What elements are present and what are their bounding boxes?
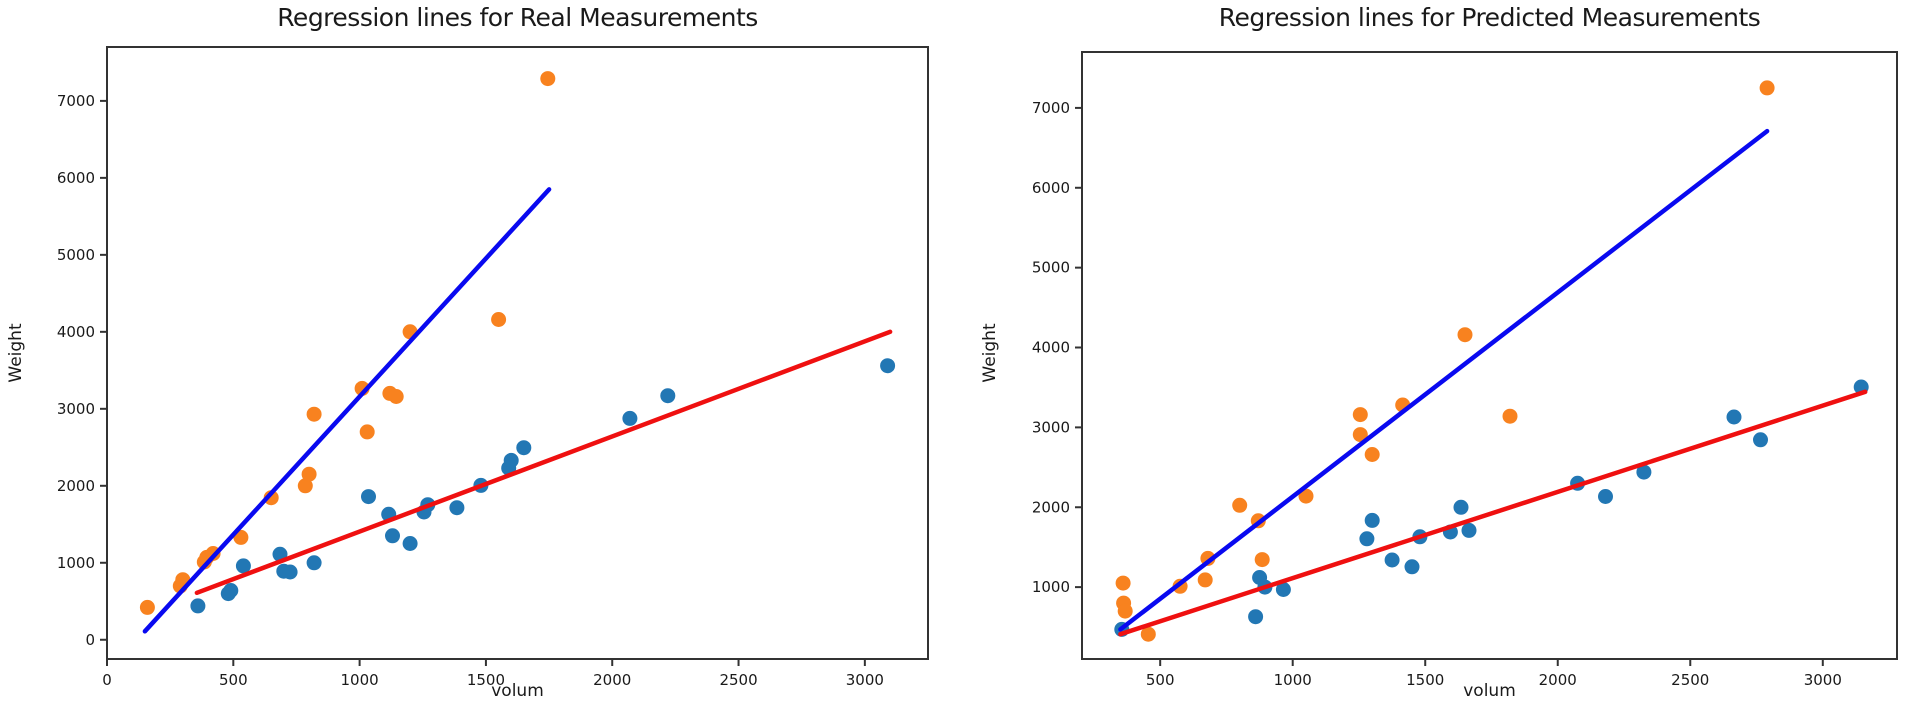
- x-tick-label: 2000: [593, 671, 631, 689]
- orange-measurements-point: [1759, 80, 1775, 96]
- orange-measurements-point: [540, 71, 556, 87]
- blue-measurements-point: [223, 583, 239, 598]
- x-tick-label: 3000: [1804, 671, 1842, 689]
- y-axis-label: Weight: [980, 323, 1000, 383]
- x-axis-label: volum: [1463, 681, 1516, 701]
- y-tick-label: 3000: [1032, 418, 1070, 436]
- y-tick-label: 6000: [57, 169, 95, 187]
- blue-measurements-point: [1359, 531, 1375, 547]
- orange-measurements-point: [306, 406, 322, 422]
- blue-measurements-point: [385, 528, 400, 544]
- blue-measurements-point: [1364, 512, 1380, 528]
- chart-title-predicted: Regression lines for Predicted Measureme…: [1218, 3, 1761, 32]
- blue-measurements-point: [1461, 522, 1477, 538]
- y-tick-label: 2000: [1032, 498, 1070, 516]
- x-tick-label: 2500: [1671, 671, 1709, 689]
- x-axis-label: volum: [491, 681, 544, 701]
- chart-predicted-measurements: Regression lines for Predicted Measureme…: [950, 0, 1905, 728]
- x-tick-label: 1000: [341, 671, 379, 689]
- blue-measurements-point: [1753, 432, 1768, 448]
- blue-measurements-point: [306, 555, 322, 571]
- orange-measurements-point: [1117, 603, 1133, 619]
- blue-measurements-point: [503, 452, 519, 468]
- y-tick-label: 5000: [1032, 259, 1070, 277]
- blue-measurements-point: [449, 500, 465, 516]
- orange-measurements-point: [1502, 408, 1518, 424]
- blue-regression-line: [142, 187, 552, 634]
- orange-measurements-point: [1364, 447, 1380, 462]
- blue-measurements-point: [1598, 489, 1613, 504]
- blue-measurements-point: [1384, 552, 1400, 568]
- chart-title-real: Regression lines for Real Measurements: [277, 3, 758, 32]
- blue-measurements-point: [235, 558, 251, 574]
- blue-measurements-point: [660, 388, 676, 404]
- plot-real: 0 500 1000 1500 2000 2500 3000 0 1000 2000 3000 400…: [57, 46, 929, 689]
- orange-measurements-point: [1457, 327, 1473, 343]
- x-tick-label: 1500: [467, 671, 505, 689]
- axes-frame: [106, 46, 929, 660]
- blue-measurements-point: [402, 536, 418, 551]
- x-tick-label: 1500: [1406, 671, 1444, 689]
- y-tick-label: 4000: [1032, 339, 1070, 357]
- y-tick-label: 2000: [57, 477, 95, 495]
- y-tick-label: 7000: [57, 92, 95, 110]
- red-regression-line: [1118, 389, 1868, 637]
- orange-measurements-point: [1298, 488, 1314, 504]
- orange-measurements-point: [491, 312, 507, 327]
- blue-measurements-point: [1275, 582, 1291, 597]
- y-axis-label: Weight: [6, 323, 26, 383]
- x-tick-label: 0: [102, 671, 112, 689]
- blue-measurements-point: [1248, 609, 1264, 625]
- orange-measurements-point: [1197, 572, 1213, 588]
- blue-regression-line: [1118, 128, 1770, 632]
- orange-measurements-point: [1352, 427, 1368, 443]
- axes-frame: [1081, 51, 1898, 660]
- chart-real-measurements: Regression lines for Real Measurements 0…: [0, 0, 950, 728]
- orange-measurements-point: [301, 466, 317, 482]
- orange-measurements-point: [1115, 575, 1131, 591]
- orange-measurements-point: [1232, 497, 1248, 513]
- orange-measurements-point: [388, 389, 404, 404]
- y-tick-label: 1000: [1032, 578, 1070, 596]
- blue-measurements-point: [190, 598, 206, 614]
- blue-measurements-point: [516, 440, 532, 456]
- x-tick-label: 500: [1146, 671, 1175, 689]
- blue-measurements-point: [1726, 409, 1742, 425]
- x-tick-label: 1000: [1274, 671, 1312, 689]
- x-tick-label: 3000: [846, 671, 884, 689]
- orange-measurements-point: [1254, 552, 1270, 568]
- blue-measurements-point: [622, 410, 638, 426]
- plot-predicted: 500 1000 1500 2000 2500 3000 1000 2000 3000 4000 5…: [1032, 51, 1898, 689]
- y-tick-label: 6000: [1032, 179, 1070, 197]
- orange-measurements-point: [263, 490, 279, 506]
- y-tick-label: 1000: [57, 554, 95, 572]
- y-tick-label: 3000: [57, 400, 95, 418]
- orange-measurements-point: [297, 478, 313, 494]
- y-tick-label: 0: [85, 631, 95, 649]
- orange-measurements-point: [1352, 407, 1368, 423]
- orange-measurements-point: [1140, 626, 1156, 642]
- blue-measurements-point: [1636, 464, 1652, 480]
- orange-measurements-point: [139, 599, 155, 615]
- blue-measurements-point: [282, 564, 298, 580]
- blue-measurements-point: [1453, 499, 1469, 515]
- x-tick-label: 2000: [1539, 671, 1577, 689]
- y-tick-label: 4000: [57, 323, 95, 341]
- orange-measurements-point: [359, 424, 375, 440]
- blue-measurements-point: [1404, 559, 1420, 575]
- y-tick-label: 5000: [57, 246, 95, 264]
- x-tick-label: 500: [219, 671, 248, 689]
- red-regression-line: [194, 329, 893, 596]
- y-tick-label: 7000: [1032, 99, 1070, 117]
- blue-measurements-point: [880, 358, 896, 374]
- x-tick-label: 2500: [719, 671, 757, 689]
- blue-measurements-point: [361, 489, 376, 505]
